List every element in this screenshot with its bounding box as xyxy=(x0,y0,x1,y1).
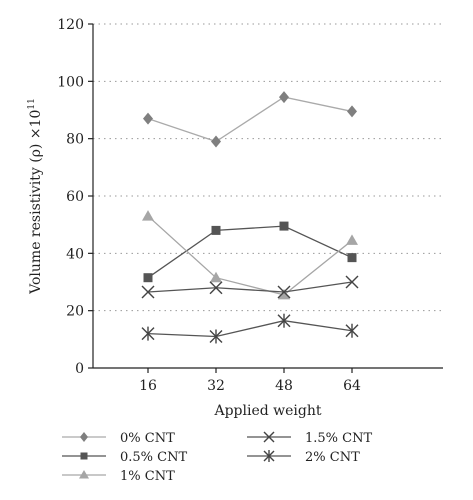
y-axis-title: Volume resistivity (ρ) ×1011 xyxy=(27,98,44,295)
x-axis-title: Applied weight xyxy=(213,403,321,419)
x-tick-label: 48 xyxy=(275,378,293,394)
data-point xyxy=(211,135,221,148)
legend-marker xyxy=(79,470,89,479)
legend-label: 0.5% CNT xyxy=(120,450,187,465)
data-point xyxy=(278,288,290,300)
marker-stroke xyxy=(345,275,359,289)
data-point xyxy=(143,112,153,125)
y-tick-label: 0 xyxy=(75,361,84,377)
data-point xyxy=(346,234,358,245)
series-0 xyxy=(143,91,357,148)
grid-lines xyxy=(93,23,443,312)
data-point xyxy=(209,329,223,344)
data-point xyxy=(347,105,357,118)
data-point xyxy=(209,281,223,295)
data-point xyxy=(141,285,155,299)
x-tick-labels: 16 32 48 64 xyxy=(139,378,361,394)
legend-label: 1.5% CNT xyxy=(305,431,372,446)
series-line xyxy=(147,320,353,338)
series-line xyxy=(147,96,353,143)
legend-item: 1.5% CNT xyxy=(247,431,372,446)
data-point xyxy=(210,271,222,283)
series-line xyxy=(147,215,353,296)
data-point xyxy=(211,225,221,235)
series-4 xyxy=(141,313,359,344)
series-2 xyxy=(142,210,358,300)
data-point xyxy=(279,221,289,231)
legend-marker xyxy=(263,450,275,462)
legend-label: 1% CNT xyxy=(120,469,175,484)
data-point xyxy=(142,210,154,221)
data-point xyxy=(277,285,291,299)
data-point xyxy=(347,253,357,263)
y-tick-label: 60 xyxy=(66,189,84,205)
data-point xyxy=(345,275,359,289)
marker-stroke xyxy=(277,285,291,299)
y-axis-title-exponent: 11 xyxy=(27,98,37,109)
marker-stroke xyxy=(263,431,275,443)
x-tick-label: 64 xyxy=(343,378,361,394)
legend-label: 0% CNT xyxy=(120,431,175,446)
x-tick-label: 32 xyxy=(207,378,225,394)
series-1 xyxy=(143,221,357,283)
data-point xyxy=(141,326,155,341)
series-3 xyxy=(141,275,359,299)
data-point xyxy=(277,313,291,328)
legend-item: 2% CNT xyxy=(247,450,360,465)
legend-item: 1% CNT xyxy=(62,469,175,484)
y-tick-labels: 0 20 40 60 80 100 120 xyxy=(57,17,84,377)
y-tick-label: 80 xyxy=(66,132,84,148)
legend-marker xyxy=(80,452,88,460)
data-point xyxy=(279,91,289,104)
series-group xyxy=(141,91,359,344)
marker-stroke xyxy=(209,281,223,295)
legend-marker xyxy=(263,431,275,443)
data-point xyxy=(345,323,359,338)
series-line xyxy=(147,225,353,279)
legend-item: 0.5% CNT xyxy=(62,450,187,465)
legend: 0% CNT 0.5% CNT 1% CNT 1.5% CNT 2% CNT xyxy=(62,431,372,484)
marker-stroke xyxy=(141,285,155,299)
y-tick-label: 40 xyxy=(66,246,84,262)
y-tick-label: 20 xyxy=(66,304,84,320)
axes xyxy=(88,23,443,373)
legend-marker xyxy=(80,432,88,442)
y-tick-label: 120 xyxy=(57,17,84,33)
series-line xyxy=(147,281,353,293)
legend-label: 2% CNT xyxy=(305,450,360,465)
y-axis-title-main: Volume resistivity (ρ) ×10 xyxy=(28,110,44,295)
x-tick-label: 16 xyxy=(139,378,157,394)
legend-item: 0% CNT xyxy=(62,431,175,446)
data-point xyxy=(143,273,153,283)
y-tick-label: 100 xyxy=(57,74,84,90)
